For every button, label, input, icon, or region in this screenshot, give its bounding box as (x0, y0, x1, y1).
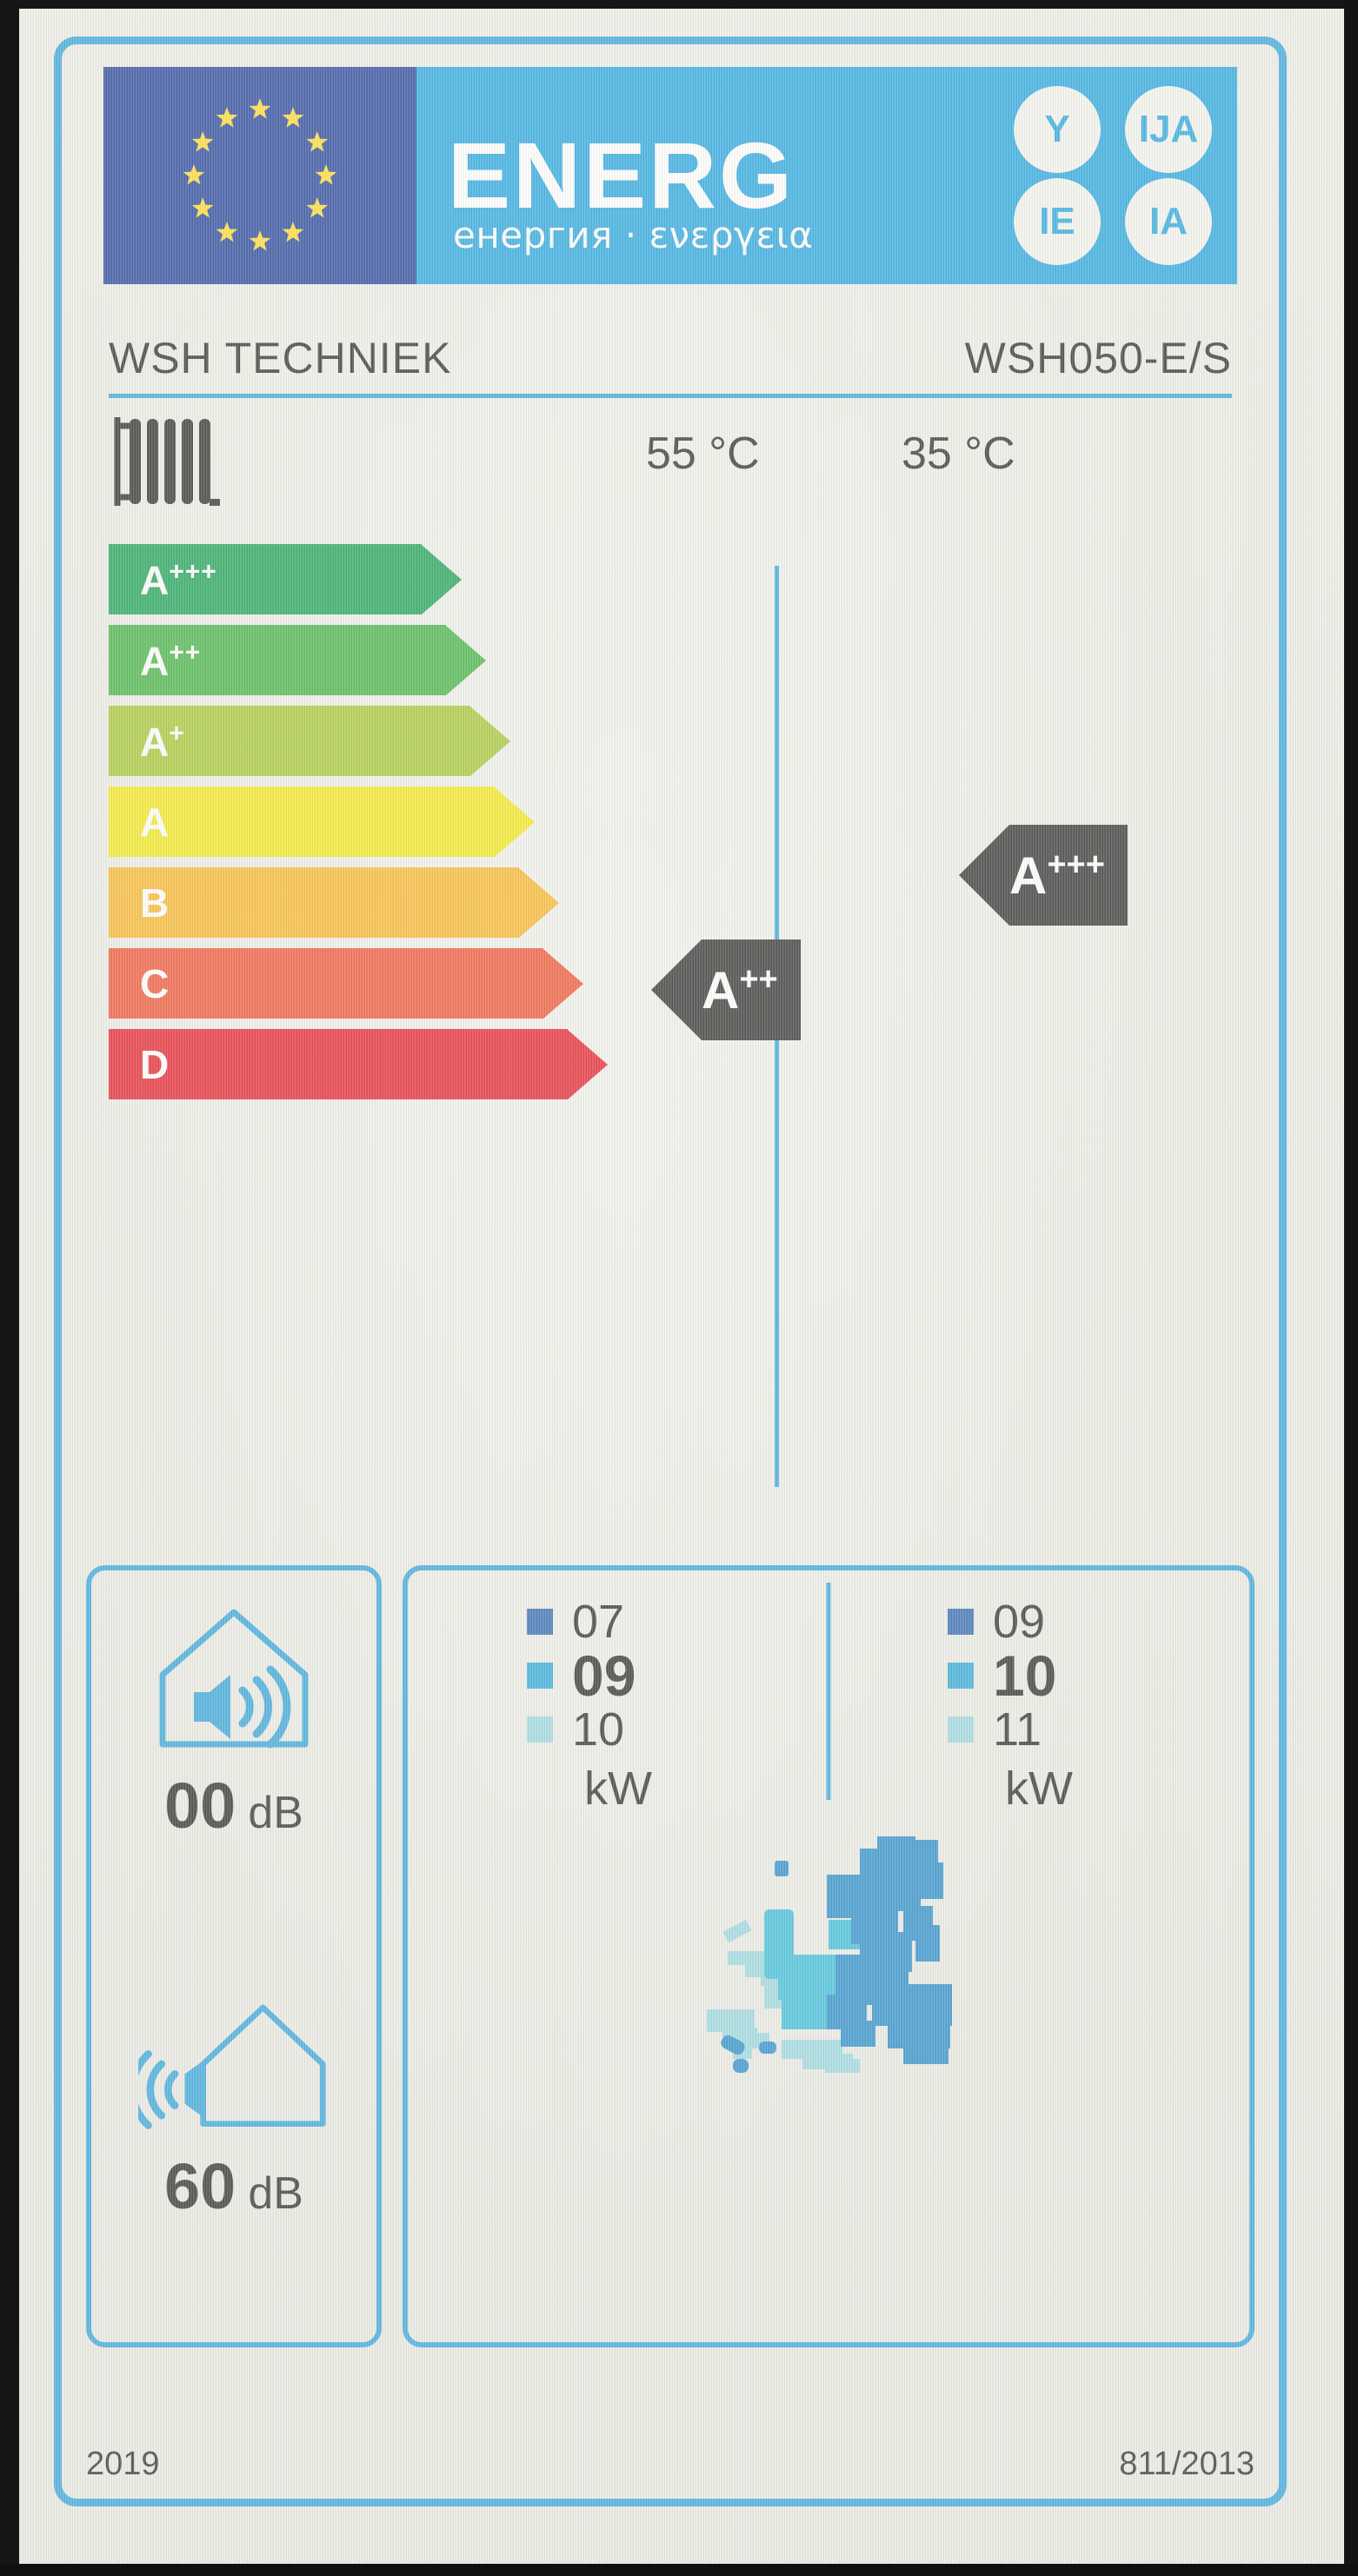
capacity-columns: 07 09 10 kW 09 10 11 kW (408, 1595, 1249, 1816)
rating-arrow-55c-label: A++ (702, 961, 778, 1019)
rating-arrow-35c-label: A+++ (1009, 846, 1105, 905)
capacity-column-left: 07 09 10 kW (408, 1595, 829, 1816)
capacity-value: 11 (993, 1703, 1042, 1756)
capacity-entry: 09 (948, 1595, 1130, 1649)
capacity-map-panel: 07 09 10 kW 09 10 11 kW (403, 1565, 1255, 2347)
bottom-panels: 00 dB (86, 1565, 1255, 2347)
language-badges: Y IJA IE IA (1004, 86, 1222, 265)
language-badge-y: Y (1014, 86, 1101, 173)
rating-arrow-35c: A+++ (959, 825, 1128, 926)
capacity-value: 10 (993, 1643, 1057, 1708)
efficiency-bar-aplusplus: A++ (109, 625, 1255, 695)
capacity-value: 09 (993, 1596, 1046, 1648)
capacity-color-chip (948, 1609, 974, 1635)
regulation-number: 811/2013 (1119, 2446, 1255, 2482)
rating-arrow-notch (959, 825, 1009, 926)
efficiency-bar-aplusplusplus: A+++ (109, 544, 1255, 614)
energ-band: ENERG енергия · ενεργεια Y IJA IE IA (416, 67, 1237, 284)
indoor-sound-power-icon (91, 1600, 376, 1756)
efficiency-bar-label: D (140, 1041, 170, 1087)
eu-flag-icon (103, 67, 416, 284)
efficiency-bar-a: A (109, 787, 1255, 857)
capacity-color-chip (527, 1609, 553, 1635)
manufacturer-model-row: WSH TECHNIEK WSH050-E/S (109, 333, 1232, 398)
efficiency-bar-label: A++ (140, 637, 202, 684)
efficiency-scale: A+++ A++ A+ A B C D (109, 544, 1255, 1099)
capacity-unit: kW (584, 1763, 652, 1815)
capacity-entry: 10 (527, 1703, 709, 1756)
capacity-value: 09 (572, 1643, 636, 1708)
efficiency-bar-c: C (109, 948, 1255, 1019)
radiator-icon (112, 414, 225, 509)
capacity-column-right: 09 10 11 kW (829, 1595, 1249, 1816)
capacity-entry: 11 (948, 1703, 1130, 1756)
language-badge-ia: IA (1125, 178, 1212, 265)
capacity-entry: 10 (948, 1643, 1130, 1708)
rating-arrow-55c: A++ (651, 939, 801, 1040)
outdoor-db-unit: dB (248, 2168, 303, 2219)
indoor-db-readout: 00 dB (91, 1769, 376, 1842)
capacity-column-divider (826, 1583, 831, 1800)
manufacturer-name: WSH TECHNIEK (109, 334, 452, 382)
language-badge-ie: IE (1014, 178, 1101, 265)
language-badge-ija: IJA (1125, 86, 1212, 173)
efficiency-bar-label: C (140, 960, 170, 1006)
monitor-bezel-right (1344, 0, 1358, 2576)
capacity-color-chip (527, 1663, 553, 1689)
model-identifier: WSH050-E/S (964, 334, 1232, 382)
label-footer: 2019 811/2013 (86, 2446, 1255, 2483)
rating-arrow-body: A++ (702, 939, 801, 1040)
temperature-55: 55 °C (646, 428, 760, 479)
indoor-db-unit: dB (248, 1788, 303, 1838)
temperature-35: 35 °C (902, 428, 1015, 479)
energ-subtitle: енергия · ενεργεια (453, 214, 814, 256)
efficiency-bar-d: D (109, 1029, 1255, 1099)
energ-wordmark: ENERG (448, 123, 795, 228)
label-header: ENERG енергия · ενεργεια Y IJA IE IA (103, 67, 1237, 284)
efficiency-bar-label: A (140, 799, 170, 845)
monitor-bezel-top (0, 0, 1358, 9)
indoor-sound-block: 00 dB (91, 1600, 376, 1842)
eu-climate-zone-map-icon (698, 1822, 959, 2079)
monitor-bezel-left (0, 0, 19, 2576)
capacity-value: 10 (572, 1703, 625, 1756)
capacity-color-chip (948, 1663, 974, 1689)
efficiency-bar-label: B (140, 880, 170, 926)
outdoor-db-value: 60 (164, 2150, 236, 2222)
temperature-row: 55 °C 35 °C (109, 398, 1232, 528)
monitor-bezel-bottom (0, 2564, 1358, 2576)
capacity-color-chip (948, 1716, 974, 1743)
capacity-unit: kW (1005, 1763, 1073, 1815)
capacity-value: 07 (572, 1596, 625, 1648)
rating-arrow-body: A+++ (1009, 825, 1128, 926)
outdoor-sound-power-icon (91, 1988, 376, 2137)
capacity-color-chip (527, 1716, 553, 1743)
outdoor-sound-block: 60 dB (91, 1988, 376, 2223)
label-year: 2019 (86, 2446, 160, 2482)
efficiency-bar-aplus: A+ (109, 706, 1255, 776)
efficiency-bar-label: A+++ (140, 556, 217, 603)
capacity-entry: 09 (527, 1643, 709, 1708)
indoor-db-value: 00 (164, 1769, 236, 1842)
capacity-entry: 07 (527, 1595, 709, 1649)
rating-arrow-notch (651, 939, 702, 1040)
efficiency-bar-label: A+ (140, 718, 185, 765)
eu-energy-label-card: ENERG енергия · ενεργεια Y IJA IE IA WSH… (54, 37, 1287, 2506)
outdoor-db-readout: 60 dB (91, 2149, 376, 2223)
sound-power-panel: 00 dB (86, 1565, 382, 2347)
efficiency-bar-b: B (109, 867, 1255, 938)
